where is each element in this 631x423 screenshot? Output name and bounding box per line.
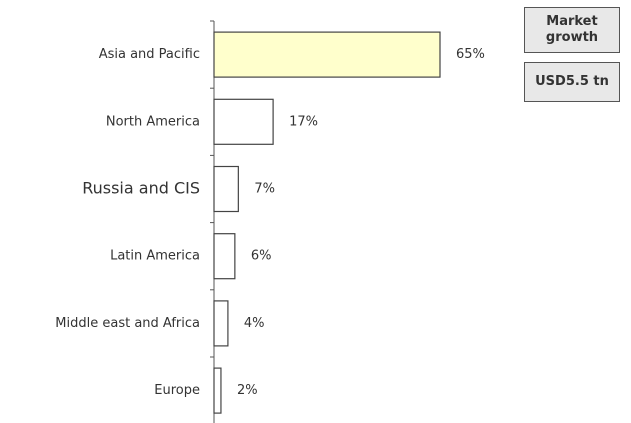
annotation-box: USD5.5 tn [524, 62, 620, 102]
category-label: North America [106, 114, 200, 129]
value-label: 17% [289, 114, 318, 129]
category-label: Middle east and Africa [55, 316, 200, 331]
value-label: 4% [244, 316, 265, 331]
bar [213, 165, 239, 213]
value-label: 2% [237, 383, 258, 398]
value-label: 6% [251, 249, 272, 264]
bar [213, 31, 441, 78]
category-label: Europe [154, 383, 200, 398]
category-label: Latin America [110, 249, 200, 264]
category-label: Asia and Pacific [99, 47, 200, 62]
bar [213, 98, 274, 145]
value-label: 65% [456, 47, 485, 62]
bar [213, 233, 236, 280]
bar [213, 300, 229, 347]
annotation-box: Market growth [524, 7, 620, 53]
value-label: 7% [254, 182, 275, 197]
category-label: Russia and CIS [82, 179, 200, 198]
bar [213, 367, 222, 414]
